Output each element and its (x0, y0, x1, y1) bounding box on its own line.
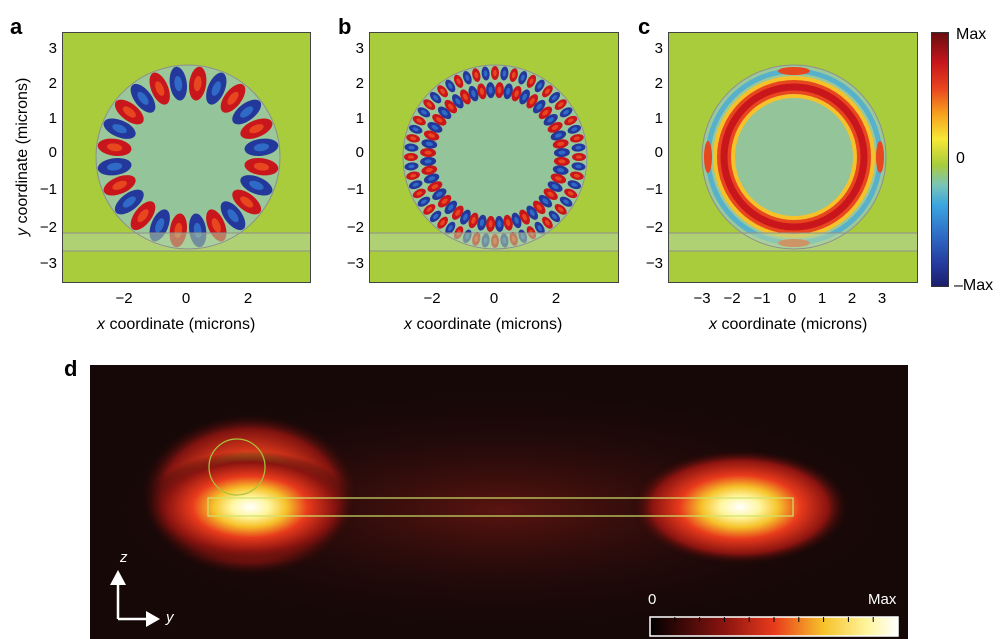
panel-a-letter: a (10, 14, 23, 39)
panel-c-plot (668, 32, 918, 283)
colorbar (931, 32, 949, 287)
panel-a-ytick: 3 (48, 40, 57, 57)
colorbar-max-label: Max (956, 26, 987, 43)
panel-a-xlabel: x coordinate (microns) (97, 316, 256, 333)
panel-c-xtick: 2 (847, 290, 857, 307)
panel-d-z-axis: z (120, 549, 128, 566)
right-field-lobe (630, 449, 850, 565)
panel-a-ytick: 1 (48, 110, 57, 127)
panel-d-y-axis: y (166, 609, 174, 626)
panel-a-ylabel: y coordinate (microns) (14, 77, 31, 236)
panel-c-ytick: −2 (645, 219, 663, 236)
panel-b-ytick: 2 (355, 75, 364, 92)
panel-c-ytick: 3 (654, 40, 663, 57)
panel-c-xtick: 1 (817, 290, 827, 307)
panel-a-ytick: −2 (39, 219, 57, 236)
panel-c-ytick: 2 (654, 75, 663, 92)
panel-a-ytick: −3 (39, 255, 57, 272)
panel-d-scale-max: Max (868, 591, 897, 608)
panel-b-ytick: −3 (346, 255, 364, 272)
panel-a-plot (62, 32, 311, 283)
panel-b-xtick: 0 (489, 290, 499, 307)
panel-b-ytick: 3 (355, 40, 364, 57)
panel-b-ytick: −2 (346, 219, 364, 236)
panel-a-xtick: −2 (115, 290, 133, 307)
panel-a-ytick: −1 (39, 181, 57, 198)
panel-c-ytick: 1 (654, 110, 663, 127)
panel-d-plot: z y 0 Max (90, 365, 908, 639)
panel-d-letter: d (64, 356, 78, 381)
waveguide-outline (207, 497, 794, 517)
panel-c-letter: c (638, 14, 651, 39)
panel-c-xtick: 3 (877, 290, 887, 307)
panel-a-xtick: 2 (243, 290, 253, 307)
panel-c-xtick: 0 (787, 290, 797, 307)
panel-a-xtick: 0 (181, 290, 191, 307)
panel-b-ytick: 0 (355, 144, 364, 161)
colorbar-mid-label: 0 (956, 150, 965, 167)
ring-outline (208, 438, 266, 496)
panel-b-letter: b (338, 14, 352, 39)
panel-c-ytick: 0 (654, 144, 663, 161)
panel-c-xtick: −3 (693, 290, 711, 307)
panel-c-xtick: −1 (753, 290, 771, 307)
left-field-lobe (145, 451, 355, 563)
colorbar-min-label: –Max (954, 277, 994, 294)
panel-b-plot (369, 32, 619, 283)
panel-a-ytick: 2 (48, 75, 57, 92)
panel-b-ytick: 1 (355, 110, 364, 127)
panel-a-ytick: 0 (48, 144, 57, 161)
panel-c-xtick: −2 (723, 290, 741, 307)
panel-c-ytick: −1 (645, 181, 663, 198)
panel-c-ytick: −3 (645, 255, 663, 272)
panel-c-xlabel: x coordinate (microns) (709, 316, 868, 333)
panel-b-ytick: −1 (346, 181, 364, 198)
panel-b-xtick: 2 (551, 290, 561, 307)
panel-b-xtick: −2 (423, 290, 441, 307)
panel-b-xlabel: x coordinate (microns) (404, 316, 563, 333)
panel-d-scale-min: 0 (648, 591, 657, 608)
